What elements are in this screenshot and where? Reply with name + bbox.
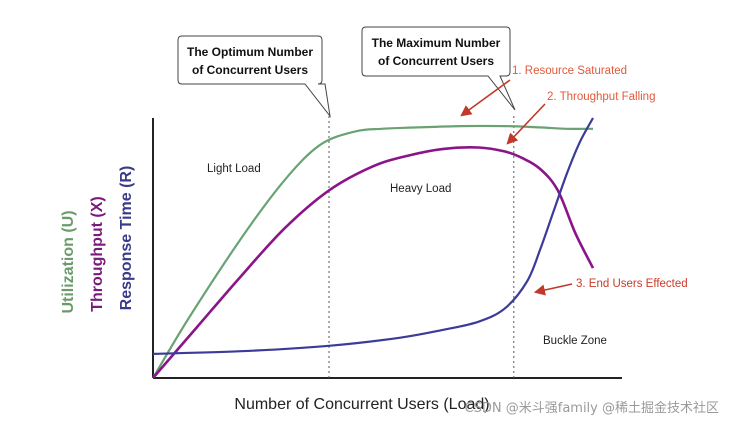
end-users-effected-arrow [533,283,573,296]
maximum-callout: The Maximum Number of Concurrent Users [361,26,516,111]
heavy-load-label: Heavy Load [390,183,451,195]
watermark: CSDN @米斗强family @稀土掘金技术社区 [464,401,719,416]
y-label-throughput: Throughput (X) [89,196,106,312]
y-label-response-time: Response Time (R) [118,166,135,311]
x-axis-label: Number of Concurrent Users (Load) [234,396,489,413]
buckle-zone-label: Buckle Zone [543,335,607,347]
throughput-falling-label: 2. Throughput Falling [547,91,655,103]
light-load-label: Light Load [207,163,261,175]
response-time-line [152,117,594,355]
optimum-callout-line2: of Concurrent Users [192,63,308,77]
y-label-utilization: Utilization (U) [60,210,77,313]
maximum-callout-line2: of Concurrent Users [378,54,494,68]
utilization-line [152,124,594,379]
optimum-callout-line1: The Optimum Number [187,45,313,59]
throughput-line [152,146,595,379]
optimum-callout: The Optimum Number of Concurrent Users [177,35,331,118]
resource-saturated-arrow [460,79,511,117]
resource-saturated-label: 1. Resource Saturated [512,65,627,77]
throughput-falling-arrow [506,103,546,145]
end-users-effected-label: 3. End Users Effected [576,278,688,290]
maximum-callout-line1: The Maximum Number [372,36,501,50]
